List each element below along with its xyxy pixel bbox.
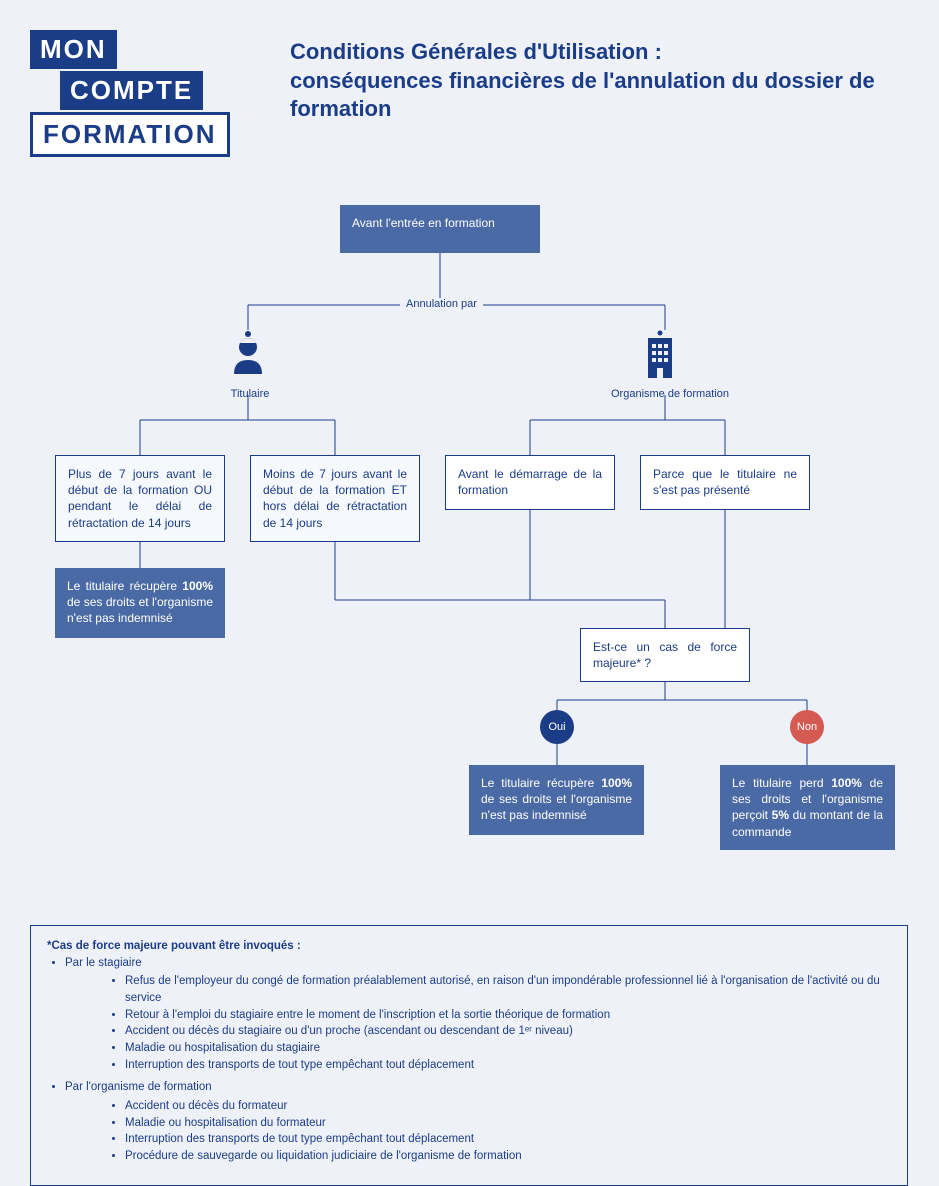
logo-line1: MON — [30, 30, 117, 69]
node-r1: Le titulaire récupère 100% de ses droits… — [55, 568, 225, 638]
node-root-text: Avant l'entrée en formation — [352, 216, 495, 230]
footnote-item: Accident ou décès du formateur — [125, 1098, 891, 1115]
badge-oui: Oui — [540, 710, 574, 744]
logo: MON COMPTE FORMATION — [30, 30, 260, 157]
titulaire-icon — [230, 330, 266, 379]
footnote-item: Retour à l'emploi du stagiaire entre le … — [125, 1007, 891, 1024]
footnote-item: Refus de l'employeur du congé de formati… — [125, 973, 891, 1006]
footnote-item: Interruption des transports de tout type… — [125, 1131, 891, 1148]
node-result-non: Le titulaire perd 100% de ses droits et … — [720, 765, 895, 850]
badge-non: Non — [790, 710, 824, 744]
node-root: Avant l'entrée en formation — [340, 205, 540, 253]
node-b4: Parce que le titulaire ne s'est pas prés… — [640, 455, 810, 510]
footnote-g1-label: Par le stagiaire — [65, 955, 891, 972]
node-b2: Moins de 7 jours avant le début de la fo… — [250, 455, 420, 542]
footnote-item: Interruption des transports de tout type… — [125, 1057, 891, 1074]
footnote-box: *Cas de force majeure pouvant être invoq… — [30, 925, 908, 1186]
split-label: Annulation par — [400, 298, 483, 310]
node-result-oui: Le titulaire récupère 100% de ses droits… — [469, 765, 644, 835]
logo-line2: COMPTE — [60, 71, 203, 110]
titulaire-label: Titulaire — [200, 388, 300, 400]
node-b3: Avant le démarrage de la formation — [445, 455, 615, 510]
organisme-label: Organisme de formation — [590, 388, 750, 400]
logo-line3: FORMATION — [30, 112, 230, 157]
footnote-item: Maladie ou hospitalisation du stagiaire — [125, 1040, 891, 1057]
footnote-title: *Cas de force majeure pouvant être invoq… — [47, 938, 891, 955]
footnote-g2-label: Par l'organisme de formation — [65, 1079, 891, 1096]
node-question: Est-ce un cas de force majeure* ? — [580, 628, 750, 682]
footnote-item: Accident ou décès du stagiaire ou d'un p… — [125, 1023, 891, 1040]
footnote-item: Procédure de sauvegarde ou liquidation j… — [125, 1148, 891, 1165]
footnote-item: Maladie ou hospitalisation du formateur — [125, 1115, 891, 1132]
organisme-icon — [640, 330, 680, 385]
node-b1: Plus de 7 jours avant le début de la for… — [55, 455, 225, 542]
page-title: Conditions Générales d'Utilisation :cons… — [290, 38, 910, 124]
